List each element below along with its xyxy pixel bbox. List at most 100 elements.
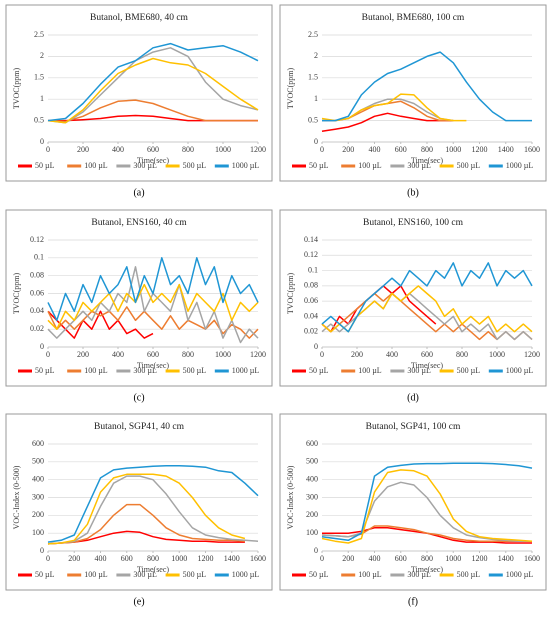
x-tick-label: 1400 xyxy=(498,145,514,154)
x-tick-label: 600 xyxy=(121,554,133,563)
legend-label: 1000 µL xyxy=(232,570,260,579)
panel: Butanol, BME680, 100 cm 0 0.5 1 1.5 2 2.5 0 200 4… xyxy=(279,4,547,182)
x-tick-label: 600 xyxy=(147,350,159,359)
x-tick-label: 200 xyxy=(342,554,354,563)
y-tick-label: 1 xyxy=(40,94,44,103)
y-axis-label: TVOC(ppm) xyxy=(286,68,295,110)
x-axis-label: Time(sec) xyxy=(411,156,443,165)
legend-label: 1000 µL xyxy=(232,161,260,170)
x-tick-label: 600 xyxy=(421,350,433,359)
y-tick-label: 0 xyxy=(314,546,318,555)
series-line xyxy=(47,42,259,122)
x-axis-label: Time(sec) xyxy=(411,565,443,574)
y-tick-label: 400 xyxy=(32,474,44,483)
chart-title: Butanol, ENS160, 100 cm xyxy=(363,218,464,228)
x-tick-label: 0 xyxy=(320,350,324,359)
y-tick-label: 2 xyxy=(314,51,318,60)
x-tick-label: 1200 xyxy=(250,350,266,359)
legend-label: 500 µL xyxy=(183,570,207,579)
legend-label: 50 µL xyxy=(309,366,329,375)
x-tick-label: 0 xyxy=(46,145,50,154)
x-tick-label: 200 xyxy=(77,350,89,359)
y-tick-label: 500 xyxy=(306,457,318,466)
series-line xyxy=(321,481,532,542)
x-tick-label: 1000 xyxy=(215,350,231,359)
y-tick-label: 0.04 xyxy=(30,306,44,315)
series-line xyxy=(47,283,259,330)
chart-title: Butanol, BME680, 40 cm xyxy=(90,13,189,23)
y-axis-label: TVOC(ppm) xyxy=(12,273,21,315)
legend-label: 50 µL xyxy=(35,366,55,375)
x-tick-label: 0 xyxy=(46,350,50,359)
panel: Butanol, SGP41, 40 cm 0 100 200 300 400 500 600… xyxy=(5,413,273,591)
x-tick-label: 400 xyxy=(112,145,124,154)
x-tick-label: 800 xyxy=(182,145,194,154)
legend-label: 300 µL xyxy=(407,570,431,579)
y-tick-label: 600 xyxy=(306,439,318,448)
y-tick-label: 1.5 xyxy=(34,73,44,82)
x-tick-label: 0 xyxy=(320,145,324,154)
chart-title: Butanol, SGP41, 40 cm xyxy=(94,422,185,432)
x-tick-label: 1600 xyxy=(250,554,266,563)
chart-title: Butanol, BME680, 100 cm xyxy=(362,13,465,23)
y-tick-label: 0.1 xyxy=(308,265,318,274)
panel-caption: (a) xyxy=(133,187,144,198)
x-tick-label: 1000 xyxy=(215,145,231,154)
x-tick-label: 1600 xyxy=(524,554,540,563)
series-line xyxy=(47,530,245,545)
series-line xyxy=(321,93,467,122)
legend-label: 500 µL xyxy=(183,366,207,375)
series-line xyxy=(47,503,245,545)
legend-label: 500 µL xyxy=(183,161,207,170)
panel-caption: (e) xyxy=(133,596,144,607)
x-tick-label: 800 xyxy=(456,350,468,359)
y-tick-label: 200 xyxy=(32,510,44,519)
x-tick-label: 1200 xyxy=(524,350,540,359)
series-line xyxy=(47,99,258,123)
legend-label: 300 µL xyxy=(133,161,157,170)
y-tick-label: 0.06 xyxy=(304,296,318,305)
y-tick-label: 0.08 xyxy=(304,281,318,290)
y-tick-label: 500 xyxy=(32,457,44,466)
y-axis-label: TVOC(ppm) xyxy=(12,68,21,110)
legend-label: 300 µL xyxy=(133,366,157,375)
legend-label: 1000 µL xyxy=(506,161,534,170)
panel-caption: (b) xyxy=(407,187,419,198)
y-tick-label: 1 xyxy=(314,94,318,103)
x-tick-label: 200 xyxy=(351,350,363,359)
series-line xyxy=(47,257,259,322)
y-tick-label: 0 xyxy=(40,546,44,555)
legend-label: 50 µL xyxy=(35,161,55,170)
legend-label: 1000 µL xyxy=(232,366,260,375)
x-tick-label: 0 xyxy=(320,554,324,563)
legend-label: 1000 µL xyxy=(506,570,534,579)
x-tick-label: 1200 xyxy=(472,554,488,563)
y-tick-label: 0 xyxy=(314,137,318,146)
y-tick-label: 0.06 xyxy=(30,288,44,297)
x-tick-label: 800 xyxy=(147,554,159,563)
x-tick-label: 1000 xyxy=(445,554,461,563)
legend-label: 50 µL xyxy=(35,570,55,579)
legend-label: 50 µL xyxy=(309,161,329,170)
y-tick-label: 0.1 xyxy=(34,253,44,262)
legend-label: 50 µL xyxy=(309,570,329,579)
x-tick-label: 1000 xyxy=(171,554,187,563)
y-tick-label: 0.14 xyxy=(304,235,318,244)
series-line xyxy=(47,475,259,545)
panel-frame xyxy=(5,209,273,387)
panel: Butanol, BME680, 40 cm 0 0.5 1 1.5 2 2.5 0 200 40… xyxy=(5,4,273,182)
legend-label: 300 µL xyxy=(133,570,157,579)
series-line xyxy=(321,469,533,544)
y-tick-label: 0 xyxy=(314,342,318,351)
series-line xyxy=(47,47,259,124)
chart-title: Butanol, SGP41, 100 cm xyxy=(366,422,461,432)
x-tick-label: 600 xyxy=(147,145,159,154)
y-tick-label: 600 xyxy=(32,439,44,448)
panel-frame xyxy=(5,413,273,591)
series-line xyxy=(321,262,533,333)
y-tick-label: 300 xyxy=(32,492,44,501)
y-tick-label: 0.5 xyxy=(34,115,44,124)
series-line xyxy=(47,473,246,545)
x-tick-label: 400 xyxy=(369,145,381,154)
x-tick-label: 200 xyxy=(77,145,89,154)
